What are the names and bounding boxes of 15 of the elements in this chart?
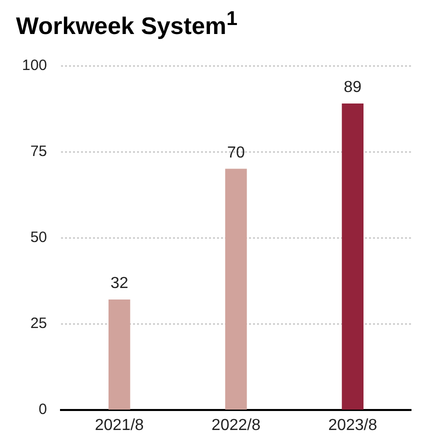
data-label: 32 (110, 275, 128, 292)
y-tick-label: 25 (30, 314, 48, 332)
chart-title: Workweek System$^{1}$ (16, 8, 238, 41)
x-tick-label: 2021/8 (94, 416, 144, 434)
bar (108, 299, 130, 410)
bar (342, 103, 364, 410)
data-label: 89 (344, 79, 362, 96)
data-label: 70 (227, 144, 246, 162)
x-tick-label: 2023/8 (328, 416, 378, 434)
y-tick-label: 0 (38, 400, 48, 418)
y-tick-label: 75 (30, 143, 48, 160)
bar (225, 168, 247, 410)
y-tick-label: 100 (22, 57, 48, 74)
x-tick-label: 2022/8 (212, 416, 261, 434)
y-tick-label: 50 (30, 229, 48, 246)
